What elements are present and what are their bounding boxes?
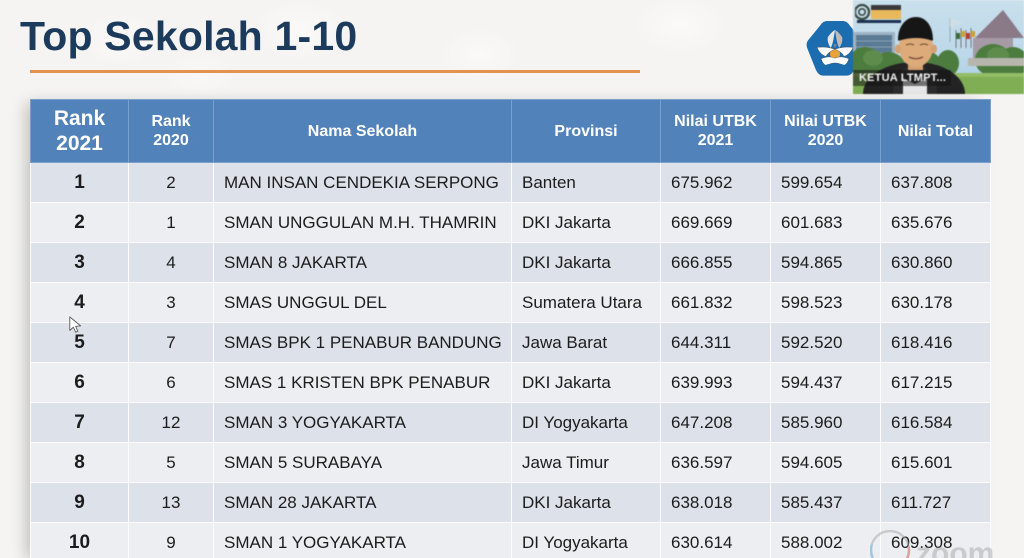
svg-text:zoom: zoom [916, 537, 994, 558]
